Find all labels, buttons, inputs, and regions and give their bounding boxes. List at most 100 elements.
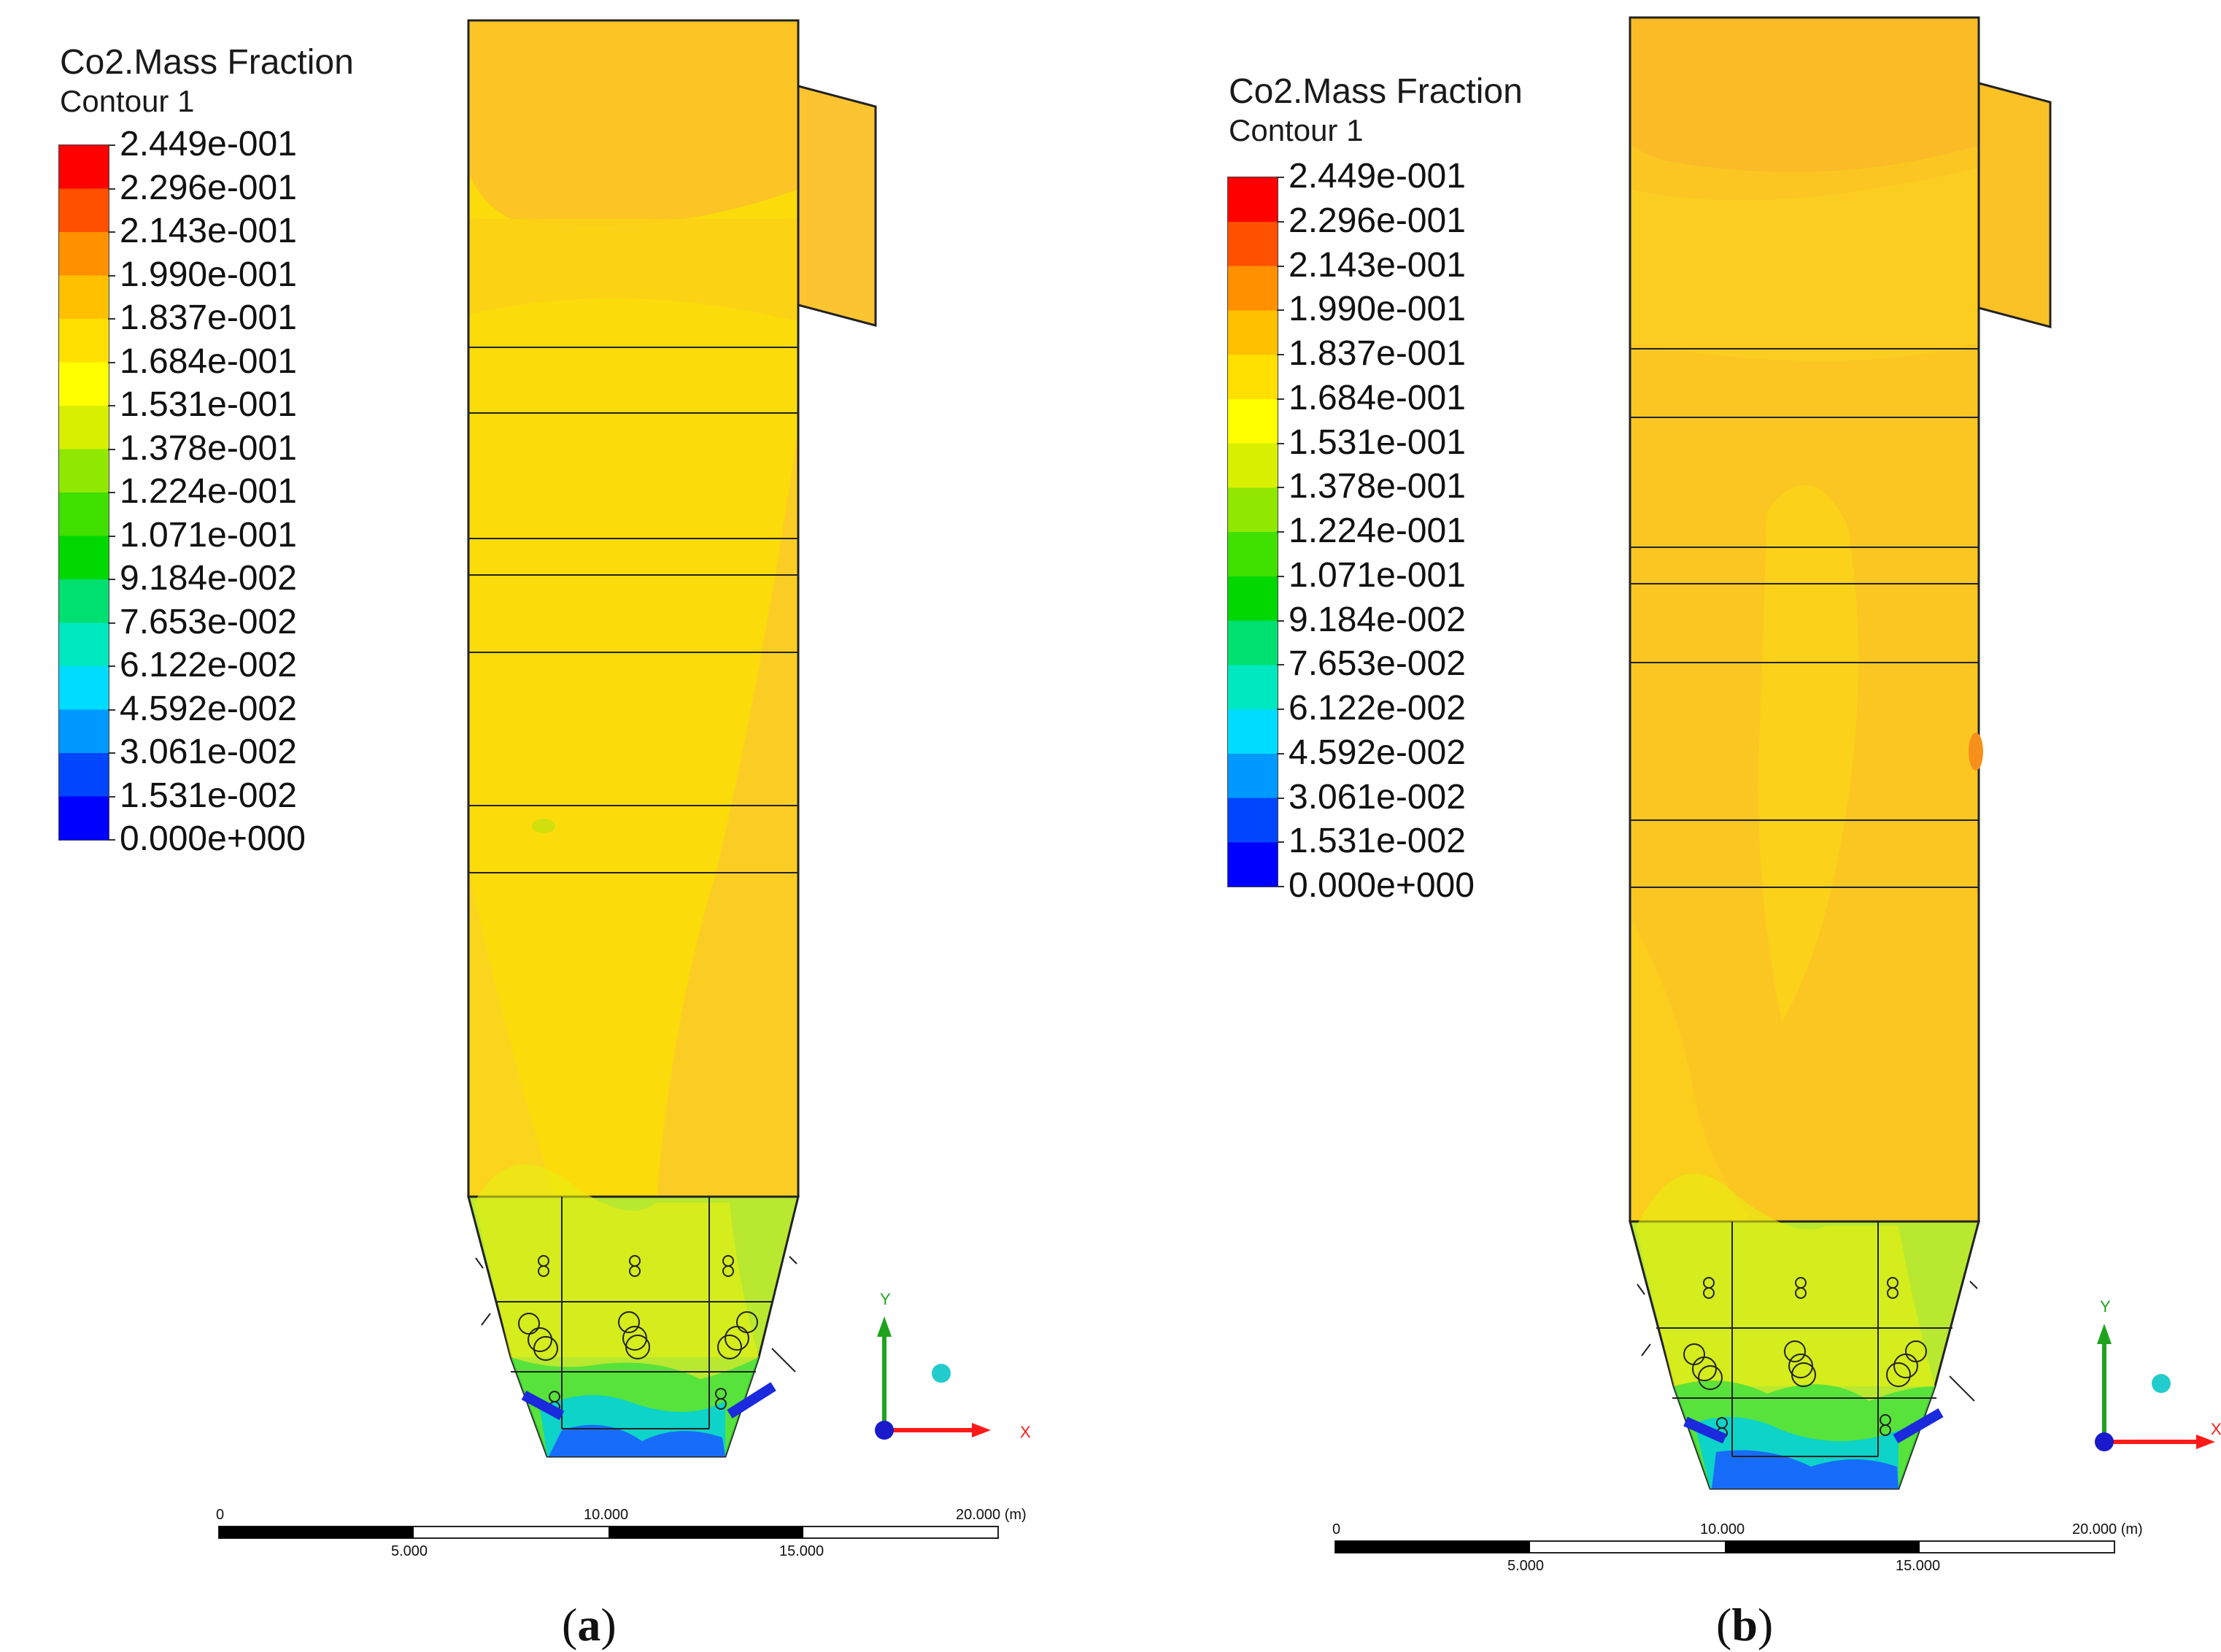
legend-value-label: 7.653e-002: [120, 602, 297, 641]
legend-tick-mark: [108, 318, 115, 320]
right-nozzle: [1893, 1408, 1944, 1444]
legend-value-label: 1.531e-002: [120, 776, 297, 815]
air-port-mark: [481, 1313, 491, 1326]
legend-value-label: 1.378e-001: [1289, 467, 1466, 506]
legend-value-label: 1.837e-001: [1289, 334, 1466, 373]
legend-tick-mark: [1277, 354, 1284, 355]
scale-label-0: 0: [1332, 1521, 1340, 1537]
legend-tick-mark: [1277, 265, 1284, 267]
legend-tick-mark: [108, 535, 115, 537]
air-port-mark: [789, 1256, 797, 1265]
hot-spot: [1969, 733, 1983, 771]
scale-bar-segment: [1335, 1541, 1530, 1553]
legend-value-label: 1.224e-001: [120, 472, 297, 511]
x-axis-label: X: [2211, 1420, 2221, 1438]
legend-tick-mark: [1277, 664, 1284, 666]
legend-tick-mark: [1277, 620, 1284, 622]
legend-tick-mark: [1277, 309, 1284, 312]
contour-panel-a: Co2.Mass Fraction Contour 1 2.449e-001 2.…: [0, 0, 1110, 1651]
legend-value-label: 6.122e-002: [1289, 689, 1466, 727]
legend-title: Co2.Mass Fraction: [60, 43, 354, 82]
legend-value-label: 1.224e-001: [1289, 512, 1466, 550]
right-nozzle: [727, 1382, 776, 1419]
scale-label-15: 15.000: [779, 1543, 824, 1559]
upper-transition-zone: [470, 219, 797, 321]
legend-tick-mark: [108, 752, 115, 754]
legend-tick-mark: [108, 405, 115, 406]
hopper-upper-zone: [474, 1164, 759, 1357]
y-axis-label: Y: [880, 1290, 891, 1308]
x-axis-arrowhead: [2196, 1435, 2215, 1449]
y-axis-arrowhead: [877, 1316, 892, 1337]
legend-tick-mark: [108, 231, 115, 233]
top-hot-zone: [470, 22, 797, 225]
legend-title: Co2.Mass Fraction: [1229, 72, 1523, 111]
axis-origin: [2095, 1432, 2114, 1451]
legend-tick-mark: [1277, 709, 1284, 710]
legend-value-label: 2.143e-001: [120, 212, 297, 250]
legend-value-label: 1.378e-001: [120, 428, 297, 468]
legend-tick-mark: [108, 188, 115, 190]
legend-value-label: 3.061e-002: [1289, 777, 1466, 817]
panel-caption: (b): [1716, 1598, 1773, 1652]
legend-tick-mark: [108, 579, 115, 580]
legend-value-label: 1.531e-001: [120, 385, 297, 424]
caption-letter: b: [1731, 1599, 1758, 1651]
caption-close: ): [1757, 1599, 1774, 1651]
panel-caption: (a): [562, 1598, 617, 1652]
scale-label-10: 10.000: [1700, 1521, 1745, 1537]
legend-tick-mark: [108, 709, 115, 711]
legend-value-label: 1.684e-001: [120, 341, 297, 381]
legend-value-label: 2.449e-001: [1289, 157, 1466, 196]
legend-tick-mark: [108, 622, 115, 624]
legend-tick-mark: [108, 665, 115, 667]
legend-value-label: 1.071e-001: [1289, 555, 1466, 595]
legend-value-label: 1.531e-002: [1289, 822, 1466, 861]
air-port-mark: [1949, 1375, 1975, 1402]
legend-value-label: 1.071e-001: [120, 515, 297, 555]
color-scale-bar: [58, 144, 109, 841]
legend-value-label: 0.000e+000: [120, 819, 306, 858]
scale-bar-segment: [1725, 1541, 1920, 1553]
legend-value-label: 9.184e-002: [1289, 600, 1466, 639]
air-port-mark: [475, 1257, 484, 1269]
legend-tick-mark: [1277, 841, 1284, 844]
burner-group: [518, 1255, 758, 1413]
scale-label-20: 20.000 (m): [956, 1507, 1027, 1523]
legend-tick-mark: [1277, 442, 1284, 444]
legend-tick-mark: [1277, 487, 1284, 489]
legend-tick-mark: [1277, 797, 1284, 799]
legend-subtitle: Contour 1: [1229, 113, 1364, 147]
hopper-upper-zone: [1636, 1173, 1935, 1386]
scale-bar-segment: [609, 1526, 803, 1538]
sphere-icon: [932, 1364, 951, 1383]
legend-tick-mark: [1277, 177, 1284, 178]
legend-value-label: 4.592e-002: [1289, 733, 1466, 772]
legend-tick-mark: [1277, 752, 1284, 754]
legend-value-label: 4.592e-002: [120, 689, 297, 728]
color-scale-bar: [1227, 177, 1278, 887]
legend-value-label: 2.296e-001: [1289, 201, 1466, 240]
scale-label-0: 0: [216, 1507, 224, 1523]
left-nozzle: [1683, 1416, 1727, 1444]
caption-open: (: [1716, 1599, 1732, 1651]
sphere-icon: [2152, 1374, 2171, 1393]
scale-bar-segment: [219, 1526, 414, 1538]
air-port-mark: [1637, 1284, 1645, 1295]
scale-label-15: 15.000: [1896, 1558, 1940, 1574]
x-axis-label: X: [1020, 1423, 1031, 1441]
low-concentration-spot: [532, 819, 555, 833]
legend-tick-mark: [108, 839, 115, 841]
outlet-duct: [1977, 82, 2052, 328]
y-axis-arrowhead: [2097, 1324, 2112, 1344]
right-wall-zone: [657, 438, 797, 1197]
legend-tick-mark: [108, 361, 115, 363]
left-wall-zone: [1631, 919, 1753, 1221]
hopper-blue-zone: [549, 1424, 725, 1456]
caption-letter: a: [577, 1599, 601, 1651]
upper-transition-zone: [1631, 168, 1977, 361]
top-hot-zone: [1631, 19, 1977, 172]
legend-value-label: 9.184e-002: [120, 559, 297, 598]
outlet-duct: [797, 85, 877, 327]
legend-tick-mark: [1277, 531, 1284, 533]
